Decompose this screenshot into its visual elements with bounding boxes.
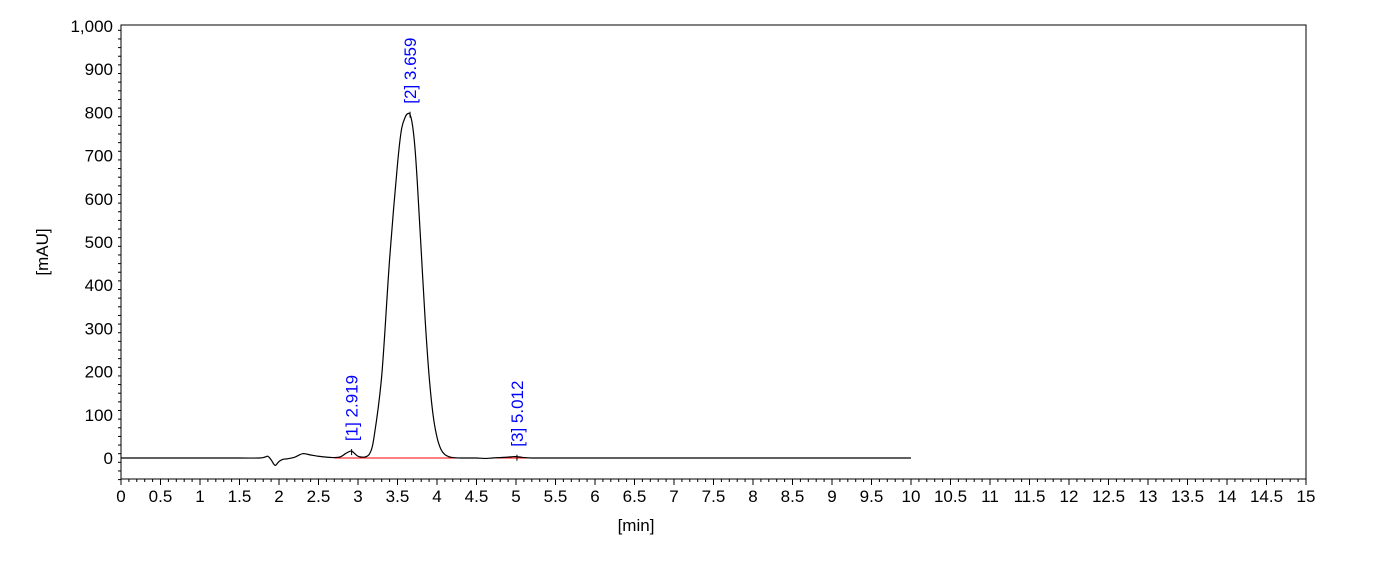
x-tick-label: 6.5 (623, 487, 647, 506)
y-tick-label: 500 (85, 233, 113, 252)
peak-label: [2] 3.659 (401, 38, 420, 104)
y-tick-label: 800 (85, 103, 113, 122)
x-tick-label: 13.5 (1171, 487, 1204, 506)
y-tick-label: 0 (104, 449, 113, 468)
x-tick-label: 7.5 (702, 487, 726, 506)
x-tick-label: 14.5 (1250, 487, 1283, 506)
x-tick-label: 7 (669, 487, 678, 506)
x-tick-label: 13 (1139, 487, 1158, 506)
x-tick-label: 1.5 (228, 487, 252, 506)
y-axis-title: [mAU] (33, 228, 52, 275)
x-tick-label: 5 (511, 487, 520, 506)
y-tick-label: 900 (85, 60, 113, 79)
x-tick-label: 2.5 (307, 487, 331, 506)
peak-label: [1] 2.919 (343, 375, 362, 441)
chromatogram-trace (120, 112, 911, 466)
peak-label: [3] 5.012 (508, 381, 527, 447)
y-tick-label: 600 (85, 190, 113, 209)
x-tick-label: 3 (353, 487, 362, 506)
x-tick-label: 6 (590, 487, 599, 506)
x-tick-label: 9 (827, 487, 836, 506)
x-tick-label: 5.5 (544, 487, 568, 506)
x-tick-label: 15 (1297, 487, 1316, 506)
x-tick-label: 4 (432, 487, 441, 506)
y-tick-label: 100 (85, 406, 113, 425)
x-tick-label: 2 (274, 487, 283, 506)
y-tick-label: 700 (85, 147, 113, 166)
y-tick-label: 400 (85, 276, 113, 295)
x-tick-label: 10.5 (934, 487, 967, 506)
x-tick-label: 4.5 (465, 487, 489, 506)
x-tick-label: 0.5 (149, 487, 173, 506)
x-tick-label: 1 (195, 487, 204, 506)
x-tick-label: 8.5 (781, 487, 805, 506)
x-tick-label: 11.5 (1014, 487, 1046, 506)
x-tick-label: 3.5 (386, 487, 410, 506)
x-tick-label: 8 (748, 487, 757, 506)
x-tick-label: 0 (116, 487, 125, 506)
y-tick-label: 200 (85, 363, 113, 382)
x-tick-label: 12 (1060, 487, 1079, 506)
x-tick-label: 9.5 (860, 487, 884, 506)
x-tick-label: 11 (981, 487, 999, 506)
x-tick-label: 10 (902, 487, 921, 506)
x-tick-label: 14 (1218, 487, 1237, 506)
x-tick-label: 12.5 (1092, 487, 1125, 506)
y-tick-label: 300 (85, 319, 113, 338)
y-tick-label: 1,000 (70, 17, 113, 36)
plot-frame (120, 24, 1307, 480)
x-axis-title: [min] (618, 516, 655, 535)
